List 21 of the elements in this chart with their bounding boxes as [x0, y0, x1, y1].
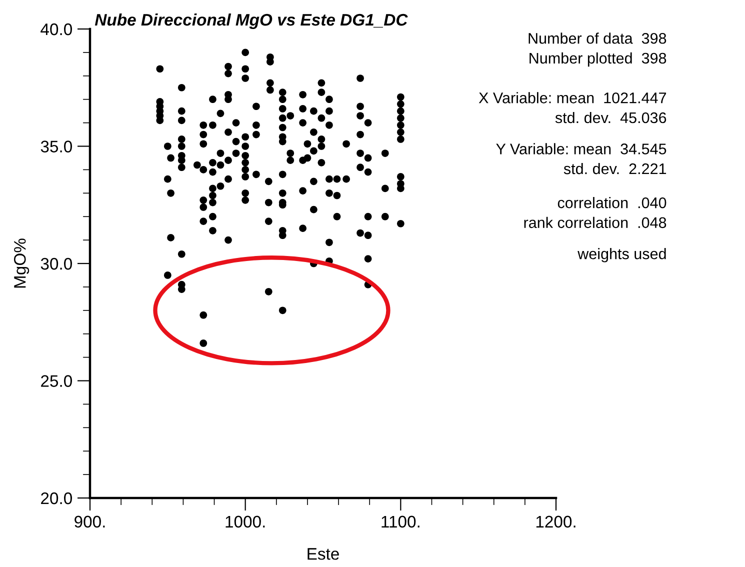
- annotation: Number of data 398: [528, 32, 666, 44]
- annotation: X Variable: mean 1021.447: [478, 92, 666, 104]
- chart-title: Nube Direccional MgO vs Este DG1_DC: [94, 13, 408, 29]
- x-tick-label: 1100.: [382, 516, 420, 528]
- x-axis-title: Este: [308, 548, 339, 560]
- y-tick-label: 20.0: [41, 492, 72, 504]
- annotation: std. dev. 45.036: [555, 112, 666, 124]
- x-tick-label: 1000.: [226, 516, 265, 528]
- y-axis-title: MgO%: [14, 238, 30, 288]
- y-tick-label: 35.0: [40, 140, 72, 152]
- y-tick-label: 30.0: [40, 258, 72, 270]
- text: std. dev. 2.221: [564, 162, 666, 174]
- text: correlation .040: [558, 197, 666, 208]
- annotation: Number plotted 398: [530, 52, 666, 67]
- text: weights used: [578, 248, 666, 262]
- y-tick-label: 25.0: [41, 375, 72, 387]
- annotation: Y Variable: mean 34.545: [496, 143, 666, 154]
- annotation: rank correlation .048: [524, 216, 666, 228]
- y-tick-label: 40.0: [40, 23, 72, 36]
- x-tick-label: 1200.: [536, 516, 576, 528]
- x-tick-label: 900.: [74, 516, 105, 528]
